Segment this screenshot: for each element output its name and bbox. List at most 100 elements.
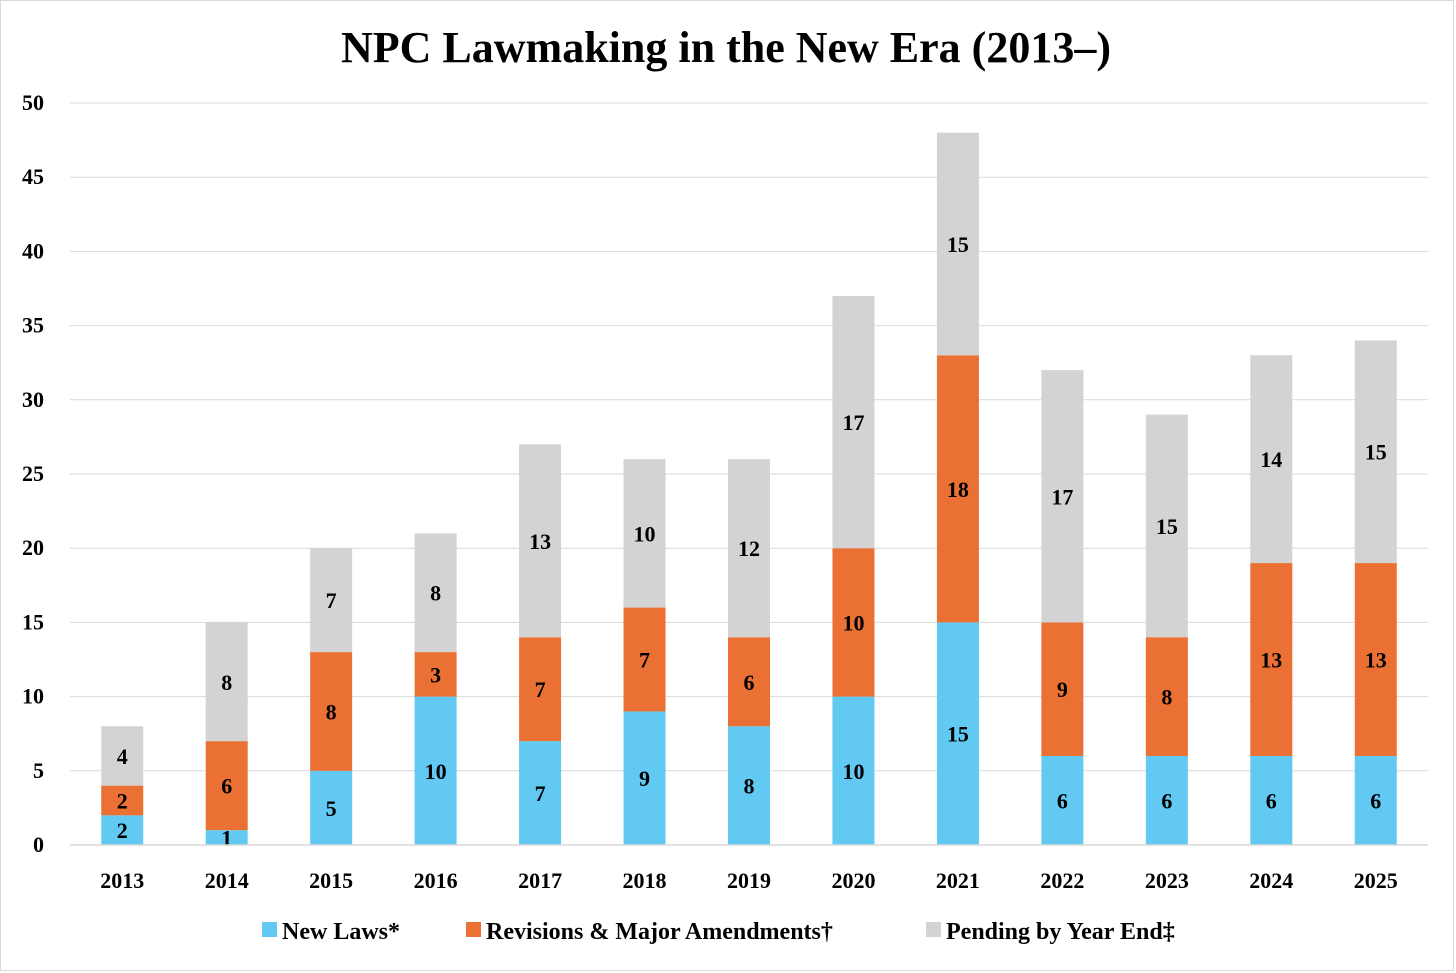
data-label-2021-series-2: 15 <box>947 232 969 257</box>
bar-2024-series-0 <box>1250 755 1293 845</box>
x-tick-label-2023: 2023 <box>1145 868 1189 893</box>
data-label-2025-series-1: 13 <box>1365 648 1387 673</box>
legend-label-1: Revisions & Major Amendments† <box>486 919 833 945</box>
bar-2015-series-2 <box>310 548 353 653</box>
x-tick-label-2013: 2013 <box>100 868 144 893</box>
bar-2021-series-2 <box>936 132 979 356</box>
data-label-2016-series-2: 8 <box>430 581 441 606</box>
bar-2019-series-2 <box>728 459 770 638</box>
data-label-2019-series-2: 12 <box>738 536 760 561</box>
legend-label-0: New Laws* <box>282 919 400 945</box>
bar-2025-series-0 <box>1354 755 1397 845</box>
y-tick-label: 30 <box>22 387 44 412</box>
x-tick-label-2018: 2018 <box>623 868 667 893</box>
bar-2017-series-0 <box>519 741 562 845</box>
x-tick-label-2021: 2021 <box>936 868 980 893</box>
bar-2013-series-2 <box>101 726 144 786</box>
data-label-2024-series-0: 6 <box>1266 788 1277 813</box>
bar-2020-series-1 <box>832 548 875 697</box>
data-label-2013-series-1: 2 <box>117 788 128 813</box>
data-label-2014-series-2: 8 <box>221 670 232 695</box>
bar-2015-series-0 <box>310 770 353 845</box>
bar-2013-series-0 <box>101 815 144 845</box>
chart-title: NPC Lawmaking in the New Era (2013–) <box>341 23 1111 72</box>
data-label-2020-series-0: 10 <box>842 759 864 784</box>
bar-2018-series-2 <box>623 459 666 608</box>
bar-2022-series-0 <box>1041 755 1084 845</box>
data-label-2025-series-2: 15 <box>1365 440 1387 465</box>
y-tick-label: 45 <box>22 164 44 189</box>
y-tick-label: 35 <box>22 313 44 338</box>
bars <box>101 132 1397 845</box>
bar-2020-series-2 <box>832 295 875 549</box>
data-label-2019-series-0: 8 <box>744 774 755 799</box>
data-label-2023-series-0: 6 <box>1161 788 1172 813</box>
data-label-2025-series-0: 6 <box>1370 788 1381 813</box>
legend-label-2: Pending by Year End‡ <box>946 919 1175 945</box>
y-tick-label: 0 <box>33 832 44 857</box>
data-label-2023-series-2: 15 <box>1156 514 1178 539</box>
data-label-2021-series-1: 18 <box>947 477 969 502</box>
data-label-2013-series-2: 4 <box>117 744 128 769</box>
bar-2021-series-1 <box>936 355 979 623</box>
data-label-2013-series-0: 2 <box>117 818 128 843</box>
data-label-2016-series-1: 3 <box>430 662 441 687</box>
data-label-2015-series-2: 7 <box>326 588 337 613</box>
x-tick-label-2016: 2016 <box>414 868 458 893</box>
data-label-2020-series-2: 17 <box>842 410 864 435</box>
data-label-2018-series-0: 9 <box>639 766 650 791</box>
x-tick-label-2017: 2017 <box>518 868 562 893</box>
bar-2022-series-2 <box>1041 370 1084 623</box>
y-tick-label: 25 <box>22 461 44 486</box>
data-label-2017-series-0: 7 <box>535 781 546 806</box>
data-label-2016-series-0: 10 <box>425 759 447 784</box>
data-label-2014-series-0: 1 <box>221 826 232 851</box>
data-label-2022-series-0: 6 <box>1057 788 1068 813</box>
bar-2018-series-1 <box>623 607 666 712</box>
data-label-2022-series-2: 17 <box>1051 484 1073 509</box>
bar-2018-series-0 <box>623 711 666 845</box>
y-tick-label: 40 <box>22 238 44 263</box>
bar-2015-series-1 <box>310 652 353 771</box>
bar-2019-series-0 <box>728 726 770 845</box>
y-tick-label: 5 <box>33 758 44 783</box>
bar-2014-series-2 <box>205 622 248 742</box>
bar-2016-series-0 <box>414 696 457 845</box>
x-tick-label-2022: 2022 <box>1040 868 1084 893</box>
bar-2017-series-2 <box>519 444 562 638</box>
legend-swatch-2 <box>926 922 941 937</box>
bar-2014-series-1 <box>205 741 248 831</box>
bar-2025-series-1 <box>1354 563 1397 756</box>
bar-2024-series-2 <box>1250 355 1293 564</box>
bar-2023-series-0 <box>1145 755 1188 845</box>
y-tick-label: 15 <box>22 609 44 634</box>
legend-swatch-1 <box>466 922 481 937</box>
x-tick-label-2015: 2015 <box>309 868 353 893</box>
data-label-2021-series-0: 15 <box>947 722 969 747</box>
data-label-2019-series-1: 6 <box>744 670 755 695</box>
bar-2020-series-0 <box>832 696 875 845</box>
gridlines <box>70 102 1428 772</box>
data-label-2022-series-1: 9 <box>1057 677 1068 702</box>
bar-2014-series-0 <box>205 830 248 845</box>
data-label-2014-series-1: 6 <box>221 774 232 799</box>
bar-2025-series-2 <box>1354 340 1397 564</box>
bar-2024-series-1 <box>1250 563 1293 756</box>
data-label-2015-series-0: 5 <box>326 796 337 821</box>
x-tick-label-2024: 2024 <box>1249 868 1293 893</box>
x-tick-label-2020: 2020 <box>831 868 875 893</box>
data-label-2020-series-1: 10 <box>842 610 864 635</box>
data-label-2018-series-1: 7 <box>639 648 650 673</box>
bar-2016-series-2 <box>414 533 457 653</box>
bar-2023-series-1 <box>1145 637 1188 756</box>
x-tick-label-2014: 2014 <box>205 868 249 893</box>
bar-2016-series-1 <box>414 652 457 697</box>
bar-2019-series-1 <box>728 637 770 727</box>
data-label-2017-series-2: 13 <box>529 529 551 554</box>
bar-2023-series-2 <box>1145 414 1188 638</box>
data-labels: 2 2 4 1 6 8 5 8 7 10 3 8 7 7 13 9 7 10 8 6 12 10 10 17 15 18 15 6 9 1… <box>117 232 1387 851</box>
bar-2017-series-1 <box>519 637 562 742</box>
